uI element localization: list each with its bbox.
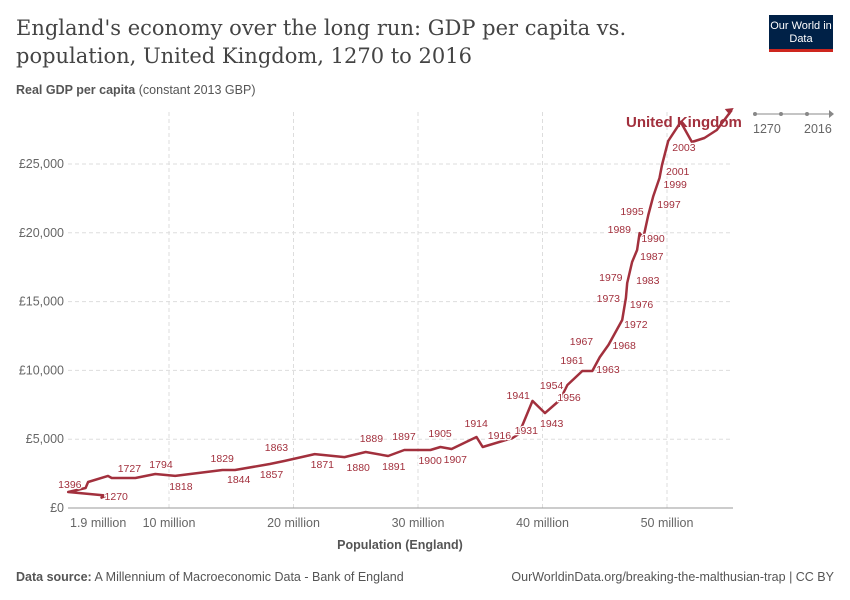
year-label: 1916 [488,430,512,442]
year-label: 1897 [392,431,416,443]
x-tick-label: 20 million [267,516,320,530]
x-tick-label: 40 million [516,516,569,530]
year-label: 1900 [418,455,442,467]
y-axis-label: Real GDP per capita (constant 2013 GBP) [16,83,255,97]
year-label: 1889 [360,433,384,445]
timeline-arrow [829,110,834,118]
year-label: 1997 [657,199,681,211]
source-text: A Millennium of Macroeconomic Data - Ban… [94,570,404,584]
y-tick-label: £20,000 [19,226,64,240]
year-label: 1987 [640,251,664,263]
year-label: 1863 [265,442,289,454]
year-label: 1941 [507,390,531,402]
y-tick-label: £10,000 [19,363,64,377]
timeline-start: 1270 [753,122,781,136]
timeline-handle [753,112,757,116]
year-label: 1973 [597,293,621,305]
y-tick-label: £25,000 [19,157,64,171]
year-label: 1857 [260,469,284,481]
source-label: Data source: [16,570,92,584]
year-label: 1972 [624,319,648,331]
x-tick-label: 10 million [143,516,196,530]
y-axis-label-unit: (constant 2013 GBP) [138,83,256,97]
year-label: 1794 [149,459,173,471]
year-label: 1999 [664,179,688,191]
year-label: 1967 [570,336,594,348]
x-axis-title: Population (England) [337,538,463,552]
year-label: 1983 [636,275,660,287]
year-label: 1968 [612,340,636,352]
year-label: 1961 [560,355,584,367]
timeline-end: 2016 [804,122,832,136]
year-label: 2001 [666,166,690,178]
timeline-handle [805,112,809,116]
y-tick-label: £5,000 [26,432,64,446]
x-tick-label: 30 million [392,516,445,530]
x-tick-label: 1.9 million [70,516,126,530]
year-label: 1844 [227,474,251,486]
year-label: 1954 [540,380,564,392]
line-end-arrow [724,108,734,116]
year-label: 1818 [169,481,193,493]
year-label: 1990 [641,233,665,245]
year-label: 1989 [608,224,632,236]
y-tick-label: £15,000 [19,295,64,309]
series-label: United Kingdom [626,114,742,131]
y-axis-label-bold: Real GDP per capita [16,83,136,97]
year-label: 1270 [105,491,129,503]
year-label: 1914 [465,418,489,430]
timeline-handle [779,112,783,116]
chart-title: England's economy over the long run: GDP… [16,16,627,68]
year-label: 1727 [118,463,142,475]
year-label: 1943 [540,418,564,430]
year-label: 1963 [596,364,620,376]
year-label: 2003 [672,142,696,154]
year-label: 1905 [428,428,452,440]
year-label: 1995 [620,206,644,218]
year-label: 1891 [382,461,406,473]
x-tick-label: 50 million [641,516,694,530]
series-line-united-kingdom [66,109,733,500]
year-label: 1871 [311,459,335,471]
year-label: 1396 [58,479,82,491]
year-label: 1829 [211,453,235,465]
year-label: 1976 [630,299,654,311]
year-label: 1907 [444,454,468,466]
year-label: 1880 [347,462,371,474]
year-label: 1979 [599,272,623,284]
owid-logo[interactable]: Our World in Data [769,15,833,52]
y-tick-label: £0 [50,501,64,515]
year-label: 1956 [557,392,581,404]
data-source: Data source: A Millennium of Macroeconom… [16,570,404,584]
source-url[interactable]: OurWorldinData.org/breaking-the-malthusi… [511,570,834,584]
year-label: 1931 [515,425,539,437]
